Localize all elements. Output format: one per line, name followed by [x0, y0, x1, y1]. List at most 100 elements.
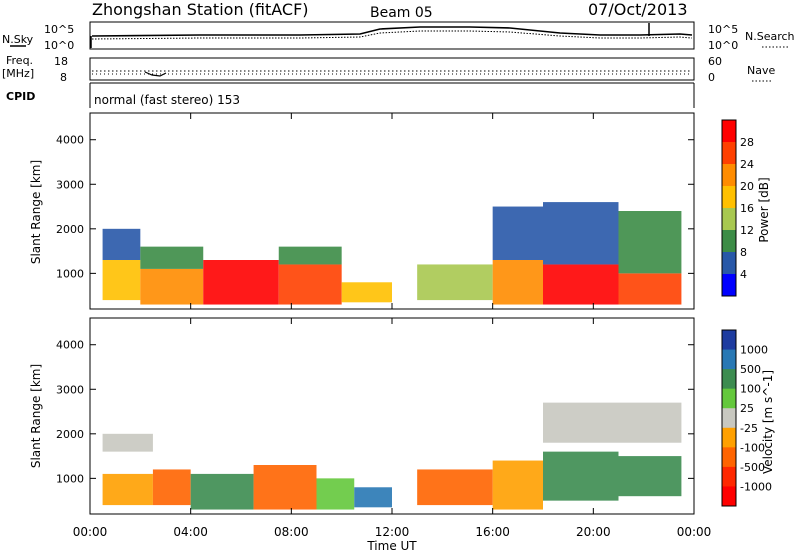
- power-colorbar-tick: 24: [740, 158, 754, 171]
- velocity-cell: [190, 473, 254, 510]
- velocity-cell: [492, 460, 543, 510]
- velocity-colorbar-tick: -500: [740, 461, 765, 474]
- velocity-colorbar-tick: 100: [740, 383, 761, 396]
- x-tick-label: 04:00: [173, 525, 208, 539]
- noise-panel: [89, 21, 695, 50]
- velocity-ytick-label: 4000: [56, 339, 84, 352]
- power-cell: [543, 202, 619, 265]
- x-tick-label: 08:00: [274, 525, 309, 539]
- velocity-colorbar-swatch: [722, 349, 736, 370]
- noise-right-tick-bottom: 10^0: [708, 39, 738, 52]
- velocity-cell: [316, 478, 355, 510]
- power-ytick-label: 3000: [56, 178, 84, 191]
- power-ylabel: Slant Range [km]: [29, 160, 43, 264]
- station-title: Zhongshan Station (fitACF): [92, 0, 309, 19]
- velocity-cell: [543, 451, 619, 501]
- velocity-ytick-label: 2000: [56, 428, 84, 441]
- beam-label: Beam 05: [370, 5, 433, 21]
- noise-left-tick-bottom: 10^0: [44, 39, 74, 52]
- velocity-cell: [102, 473, 153, 506]
- cpid-text: normal (fast stereo) 153: [94, 93, 240, 107]
- velocity-cell: [102, 433, 153, 452]
- velocity-ytick-label: 1000: [56, 472, 84, 485]
- power-colorbar-swatch: [722, 252, 736, 275]
- power-colorbar-label: Power [dB]: [757, 177, 771, 242]
- power-cell: [203, 260, 279, 305]
- power-colorbar-swatch: [722, 230, 736, 253]
- nave-tick-top: 60: [708, 55, 722, 68]
- velocity-colorbar-swatch: [722, 447, 736, 468]
- velocity-colorbar-swatch: [722, 388, 736, 409]
- velocity-colorbar-tick: -1000: [740, 480, 772, 493]
- time-x-axis: 00:00 04:00 08:00 12:00 16:00 20:00 00:00: [73, 113, 712, 539]
- x-tick-label: 20:00: [576, 525, 611, 539]
- power-colorbar-tick: 28: [740, 136, 754, 149]
- power-cell: [278, 246, 342, 265]
- power-cell: [543, 264, 619, 305]
- velocity-cell: [152, 469, 191, 506]
- power-colorbar-swatch: [722, 208, 736, 231]
- velocity-cell: [354, 487, 392, 508]
- power-colorbar-swatch: [722, 120, 736, 143]
- velocity-colorbar-tick: 25: [740, 402, 754, 415]
- freq-label: Freq.: [6, 54, 33, 67]
- freq-tick-bottom: 8: [60, 71, 67, 84]
- power-colorbar-tick: 12: [740, 224, 754, 237]
- power-cell: [618, 273, 682, 305]
- x-tick-label: 00:00: [73, 525, 108, 539]
- freq-unit-label: [MHz]: [2, 67, 34, 80]
- velocity-colorbar-tick: 1000: [740, 344, 768, 357]
- power-cell: [492, 260, 543, 305]
- power-colorbar-tick: 16: [740, 202, 754, 215]
- velocity-ylabel: Slant Range [km]: [29, 364, 43, 468]
- date-label: 07/Oct/2013: [588, 0, 688, 19]
- power-colorbar-swatch: [722, 164, 736, 187]
- velocity-cell: [543, 402, 682, 443]
- time-axis-label: Time UT: [366, 539, 417, 553]
- velocity-colorbar-label: Velocity [m s^-1]: [761, 370, 775, 474]
- velocity-colorbar: 1000 500 100 25 -25 -100 -500 -1000: [721, 329, 772, 507]
- velocity-cell: [417, 469, 493, 506]
- nsearch-trace: [91, 30, 693, 40]
- x-tick-label: 12:00: [375, 525, 410, 539]
- power-cell: [102, 260, 141, 301]
- velocity-colorbar-swatch: [722, 369, 736, 390]
- power-cell: [417, 264, 493, 301]
- power-ytick-label: 1000: [56, 267, 84, 280]
- power-colorbar-frame: [721, 119, 737, 297]
- power-cell: [618, 211, 682, 274]
- velocity-colorbar-swatch: [722, 408, 736, 429]
- power-heatmap: [102, 202, 682, 305]
- power-colorbar-swatch: [722, 186, 736, 209]
- cpid-label: CPID: [6, 90, 35, 103]
- power-y-axis: 1000 2000 3000 4000: [56, 134, 694, 280]
- power-cell: [102, 228, 141, 260]
- velocity-colorbar-tick: -100: [740, 441, 765, 454]
- velocity-colorbar-swatch: [722, 466, 736, 487]
- power-cell: [278, 264, 342, 305]
- velocity-ytick-label: 3000: [56, 383, 84, 396]
- velocity-heatmap: [102, 402, 682, 510]
- velocity-colorbar-swatch: [722, 427, 736, 448]
- velocity-cell: [253, 465, 317, 510]
- nave-tick-bottom: 0: [708, 71, 715, 84]
- velocity-colorbar-swatch: [722, 330, 736, 351]
- noise-left-tick-top: 10^5: [44, 23, 74, 36]
- nsearch-label: N.Search: [745, 30, 795, 43]
- x-tick-label: 00:00: [677, 525, 712, 539]
- power-cell: [140, 268, 204, 305]
- power-colorbar-swatch: [722, 142, 736, 165]
- power-cell: [341, 282, 392, 303]
- power-cell: [140, 246, 204, 269]
- power-colorbar-tick: 20: [740, 180, 754, 193]
- power-colorbar-swatch: [722, 274, 736, 297]
- velocity-y-axis: 1000 2000 3000 4000: [56, 339, 694, 485]
- velocity-colorbar-tick: -25: [740, 422, 758, 435]
- freq-tick-top: 18: [54, 55, 68, 68]
- nsky-trace: [91, 26, 693, 37]
- power-cell: [492, 206, 543, 260]
- nsky-label: N.Sky: [2, 33, 34, 46]
- x-tick-label: 16:00: [475, 525, 510, 539]
- power-ytick-label: 4000: [56, 134, 84, 147]
